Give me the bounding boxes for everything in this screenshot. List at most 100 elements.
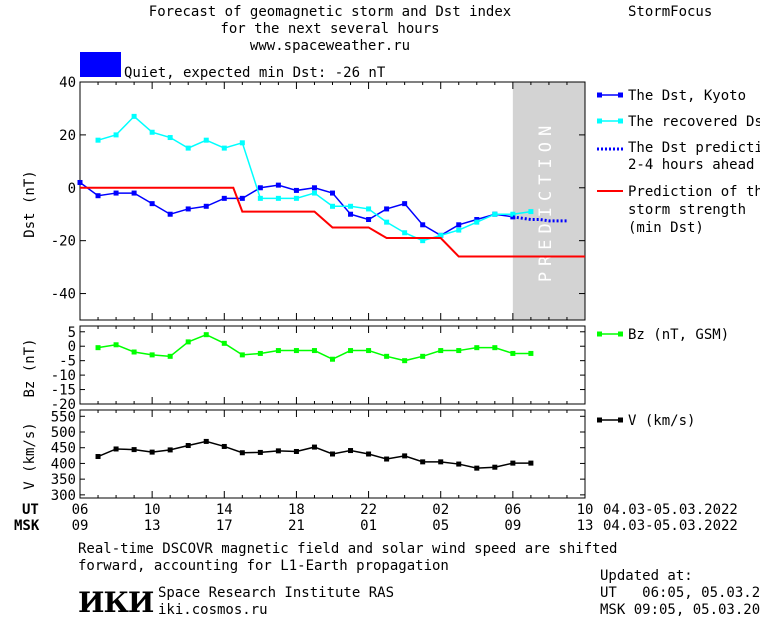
y-tick-label: 350: [51, 472, 76, 488]
series-1-1-point: [77, 179, 83, 185]
series-1-1-point: [348, 211, 354, 217]
prediction-band: [512, 82, 585, 320]
series-2-1-point: [113, 342, 119, 348]
iki-logo: ИКИ: [78, 586, 154, 619]
legend-bz-marker: [597, 331, 602, 337]
ut-tick-label: 10: [577, 502, 594, 518]
y-tick-label: -20: [51, 234, 76, 250]
series-3-1-point: [293, 448, 299, 454]
prediction-band-label: PREDICTION: [536, 120, 556, 282]
msk-tick-label: 09: [72, 518, 89, 534]
series-1-1-point: [420, 222, 426, 228]
series-1-2-point: [275, 195, 281, 201]
series-3-1-point: [366, 451, 372, 457]
series-1-1-point: [402, 201, 408, 207]
series-1-2-point: [95, 137, 101, 143]
series-3-1-point: [113, 446, 119, 452]
msk-tick-label: 13: [577, 518, 594, 534]
y-tick-label: 0: [68, 339, 76, 355]
site-url[interactable]: www.spaceweather.ru: [249, 38, 411, 54]
ut-tick-label: 06: [72, 502, 89, 518]
series-3-1-point: [185, 443, 191, 449]
institute-site[interactable]: iki.cosmos.ru: [158, 602, 268, 618]
y-tick-label: -40: [51, 287, 76, 303]
series-1-1-point: [257, 185, 263, 191]
msk-tick-label: 13: [144, 518, 161, 534]
y-tick-label: 400: [51, 456, 76, 472]
legend-recovered-label: The recovered Dst: [628, 114, 760, 130]
series-1-2-point: [239, 140, 245, 146]
institute-name: Space Research Institute RAS: [158, 585, 395, 601]
legend-dst-kyoto-marker: [597, 92, 602, 98]
series-1-2-point: [402, 230, 408, 236]
updated-ut: UT 06:05, 05.03.2022: [600, 585, 760, 601]
series-2-1-point: [185, 339, 191, 345]
ut-tick-label: 06: [504, 502, 521, 518]
status-text: Quiet, expected min Dst: -26 nT: [124, 65, 386, 81]
msk-tick-label: 09: [504, 518, 521, 534]
ut-date-range: 04.03-05.03.2022: [603, 502, 738, 518]
brand-name: StormFocus: [628, 4, 713, 20]
series-1-1-point: [221, 195, 227, 201]
legend-strength-label-1: Prediction of the: [628, 184, 760, 200]
series-3-1-point: [167, 447, 173, 453]
y-tick-label: -15: [51, 383, 76, 399]
series-1-1-point: [239, 195, 245, 201]
legend-dst-kyoto-marker: [618, 92, 623, 98]
y-tick-label: -10: [51, 368, 76, 384]
series-3-1-point: [474, 465, 480, 471]
series-1-1-point: [293, 187, 299, 193]
series-1-2-point: [366, 206, 372, 212]
y-axis-label: Bz (nT): [22, 338, 38, 397]
series-1-1-point: [474, 217, 480, 223]
series-1-1-point: [203, 203, 209, 209]
msk-tick-label: 05: [432, 518, 449, 534]
series-3-1-point: [311, 444, 317, 450]
series-1-2-point: [293, 195, 299, 201]
series-2-1-point: [528, 350, 534, 356]
legend-v-marker: [597, 417, 602, 423]
status-color-box: [80, 52, 121, 77]
series-2-1-point: [420, 353, 426, 359]
series-3-1-point: [257, 449, 263, 455]
series-1-2-point: [492, 211, 498, 217]
series-1-1-point: [113, 190, 119, 196]
series-3-1-point: [402, 453, 408, 459]
ut-tick-label: 22: [360, 502, 377, 518]
series-1-1-point: [456, 222, 462, 228]
legend-recovered-marker: [597, 118, 602, 124]
series-1-1-point: [311, 185, 317, 191]
series-3-1-point: [420, 459, 426, 465]
ut-tick-label: 10: [144, 502, 161, 518]
y-tick-label: -5: [59, 354, 76, 370]
y-tick-label: 40: [59, 75, 76, 91]
series-3-1-point: [384, 456, 390, 462]
footer-note-line2: forward, accounting for L1-Earth propaga…: [78, 558, 449, 574]
msk-tick-label: 17: [216, 518, 233, 534]
series-1-1-point: [275, 182, 281, 188]
series-1-2-point: [348, 203, 354, 209]
series-3-1-point: [438, 459, 444, 465]
series-2-1-point: [257, 350, 263, 356]
series-2-1-point: [239, 352, 245, 358]
series-2-1-point: [510, 350, 516, 356]
series-3-1-point: [221, 443, 227, 449]
legend-prediction-label-1: The Dst prediction: [628, 140, 760, 156]
series-1-2-point: [167, 135, 173, 141]
series-2-1-point: [221, 340, 227, 346]
ut-tick-label: 14: [216, 502, 233, 518]
series-1-2-point: [474, 219, 480, 225]
series-3-1-point: [131, 447, 137, 453]
y-axis-label: V (km/s): [22, 422, 38, 489]
series-1-2-point: [384, 219, 390, 225]
series-3-1-point: [95, 454, 101, 460]
series-2-1-point: [330, 356, 335, 362]
series-2-1-point: [402, 358, 408, 364]
series-1-2-point: [456, 227, 462, 233]
y-tick-label: 550: [51, 409, 76, 425]
series-2-1-point: [167, 353, 173, 359]
series-2-1-point: [149, 352, 155, 358]
series-3-1-point: [275, 448, 281, 454]
series-1-2-point: [510, 211, 516, 217]
